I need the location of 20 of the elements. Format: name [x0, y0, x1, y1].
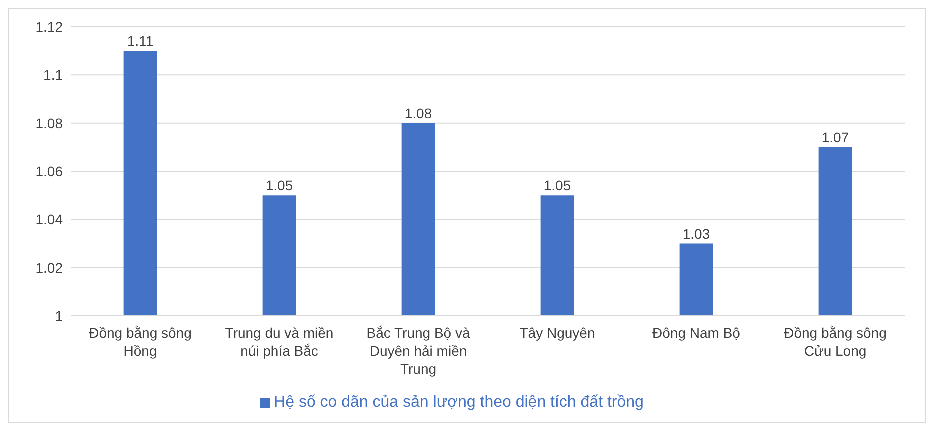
- x-tick-label: Đồng bằng sông Hồng: [89, 325, 192, 359]
- data-label: 1.11: [127, 33, 154, 50]
- y-tick-label: 1.12: [36, 18, 64, 35]
- x-tick-label: Trung du và miền núi phía Bắc: [225, 325, 334, 359]
- data-label: 1.05: [266, 178, 294, 194]
- y-tick-label: 1.1: [44, 67, 64, 84]
- x-tick-label: Đông Nam Bộ: [652, 325, 741, 341]
- x-tick-label: Bắc Trung Bộ và Duyên hải miền Trung: [366, 325, 470, 377]
- y-tick-label: 1.02: [36, 260, 64, 276]
- legend-label: Hệ số co dãn của sản lượng theo diện tích đất trồng: [274, 394, 644, 411]
- data-label: 1.07: [822, 129, 850, 146]
- y-tick-label: 1.06: [36, 163, 64, 180]
- y-tick-label: 1: [55, 308, 64, 324]
- data-label: 1.05: [544, 178, 572, 194]
- data-label: 1.03: [682, 226, 710, 242]
- y-tick-label: 1.04: [36, 212, 64, 228]
- data-label: 1.08: [404, 105, 432, 122]
- x-tick-label: Đồng bằng sông Cửu Long: [784, 325, 887, 359]
- x-tick-label: Tây Nguyên: [520, 325, 596, 341]
- y-tick-label: 1.08: [36, 115, 64, 132]
